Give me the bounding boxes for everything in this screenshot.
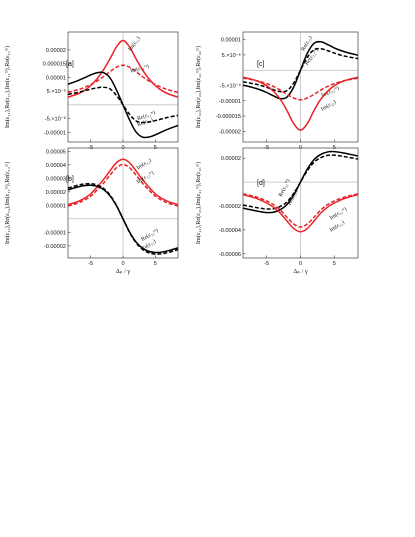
panel-a-ytick-label: -0.00001 <box>44 130 66 136</box>
panel-d-series-line-2 <box>242 150 359 214</box>
panel-b-xtick-label: -5 <box>88 261 93 267</box>
panel-a-ytick-label: 0.00002 <box>46 48 66 54</box>
panel-d-series-label-3: Im(ε₂₁ᵐ) <box>328 205 348 221</box>
panel-a-ytick-label: 0.00001 <box>46 75 66 81</box>
panel-b-ytick-label: 0.00003 <box>46 176 66 182</box>
panel-a-y-axis-label: Im(ε₁₁),Re(ε₁₁),Im(ε₁₁ᵐ),Re(ε₁₁ᵐ) <box>4 46 11 128</box>
panel-a-ytick-label: 0.000015 <box>43 62 66 68</box>
panel-d-panel-tag: [d] <box>257 180 265 187</box>
panel-d-y-axis-label: Im(ε₂₁),Re(ε₂₁),Im(ε₂₁ᵐ),Re(ε₂₁ᵐ) <box>195 162 202 244</box>
panel-d-xtick-label: 5 <box>333 261 336 267</box>
panel-d-ytick-label: 0.00002 <box>221 156 241 162</box>
panel-a-series-line-2 <box>67 64 179 94</box>
panel-d-xtick-label: -5 <box>264 261 269 267</box>
panel-c-ytick-label: -0.00002 <box>219 129 241 135</box>
panel-d-xtick-label: 0 <box>299 261 302 267</box>
panel-c-series-label-1: Re(ε₂₂) <box>300 35 314 53</box>
panel-b-ytick-label: 0.00005 <box>46 149 66 155</box>
panel-c-ytick-label: -0.00001 <box>219 99 241 105</box>
panel-c-ytick-label: -0.000015 <box>216 114 241 120</box>
panel-d-ytick-label: -0.00002 <box>219 204 241 210</box>
panel-b-xtick-label: 5 <box>154 261 157 267</box>
panel-c-y-axis-label: Im(ε₂₂),Re(ε₂₂),Im(ε₂₂ᵐ),Re(ε₂₂ᵐ) <box>195 46 202 128</box>
panel-c-ytick-label: -5.×10⁻⁶ <box>220 82 241 89</box>
panel-d-ytick-label: -0.00006 <box>219 252 241 258</box>
panel-b-ytick-label: -0.00002 <box>44 244 66 250</box>
panel-d-x-axis-label: Δₚ / γ <box>293 268 307 275</box>
panel-a-ytick-label: -5.×10⁻⁶ <box>45 116 66 123</box>
panel-d-series-label-1: Re(ε₂₁ᵐ) <box>277 178 291 198</box>
panel-d-ytick-label: -0.00004 <box>219 228 241 234</box>
panel-a-ytick-label: 5.×10⁻⁶ <box>47 88 66 95</box>
panel-b-x-axis-label: Δₚ / γ <box>116 268 130 275</box>
panel-c-series-line-4 <box>242 76 359 131</box>
panel-c-ytick-label: 5.×10⁻⁶ <box>222 52 241 59</box>
panel-a-series-line-4 <box>67 86 179 124</box>
panel-b-ytick-label: 0.00002 <box>46 190 66 196</box>
panel-b-panel-tag: [b] <box>66 176 74 183</box>
panel-b-ytick-label: -0.00001 <box>44 230 66 236</box>
panel-c-ytick-label: 0.00001 <box>221 38 241 44</box>
panel-b-series-line-1 <box>67 158 179 206</box>
panel-d-series-label-2: Re(ε₂₁) <box>286 188 299 206</box>
panel-b-ytick-label: 0.00004 <box>46 163 66 169</box>
panel-b-series-line-4 <box>67 184 179 254</box>
panel-d-series-line-3 <box>242 193 359 228</box>
panel-b-ytick-label: 0.00001 <box>46 203 66 209</box>
panel-a-series-label-1: Im(ε₁₁) <box>127 35 142 52</box>
panel-c-series-line-1 <box>242 40 359 100</box>
panel-b-y-axis-label: Im(ε₁₂),Re(ε₁₂),Im(ε₁₂ᵐ),Re(ε₁₂ᵐ) <box>4 162 11 244</box>
panel-a-series-label-2: Im(ε₁₁ᵐ) <box>129 63 149 75</box>
panel-a-series-line-1 <box>67 39 179 98</box>
panel-c-series-label-4: Im(ε₂₂) <box>320 98 338 112</box>
panel-d-series-line-4 <box>242 193 359 233</box>
panel-c-panel-tag: [c] <box>257 61 264 68</box>
panel-c-series-line-3 <box>242 77 359 101</box>
panel-a-panel-tag: [a] <box>66 61 74 68</box>
panel-b-series-label-1: Im(ε₁₂) <box>135 157 153 172</box>
panel-b-xtick-label: 0 <box>121 261 124 267</box>
